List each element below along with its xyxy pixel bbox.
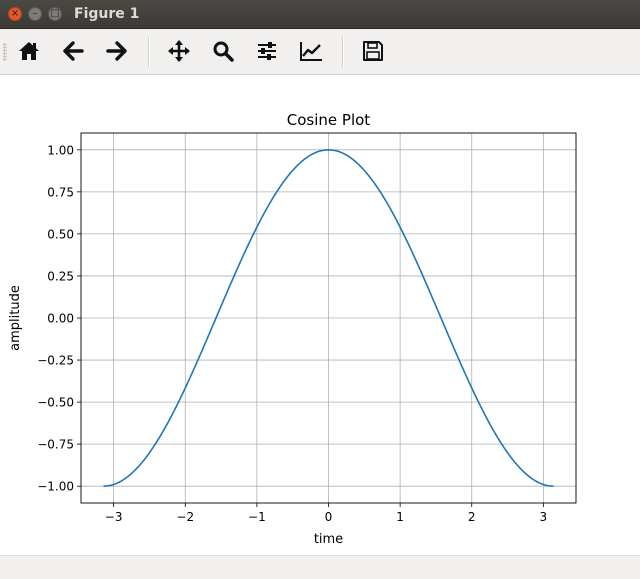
maximize-window-button[interactable]: □ — [48, 7, 62, 21]
navigation-toolbar — [0, 29, 640, 75]
x-tick-label: −1 — [248, 510, 266, 524]
x-tick-label: −3 — [105, 510, 123, 524]
y-tick-label: 0.25 — [47, 269, 74, 283]
arrow-left-icon — [63, 41, 84, 61]
x-tick-label: 1 — [396, 510, 404, 524]
save-button[interactable] — [356, 35, 390, 67]
sliders-icon — [258, 42, 276, 60]
x-axis-label: time — [314, 532, 343, 547]
grid — [81, 133, 576, 503]
status-bar — [0, 555, 640, 579]
y-tick-label: −0.75 — [37, 438, 74, 452]
subplots-button[interactable] — [250, 35, 284, 67]
x-tick-label: 2 — [468, 510, 476, 524]
ticks: −3 −2 −1 0 1 2 3 −1.00 −0.75 −0.50 −0.25 0.00 0.25 0.… — [37, 143, 547, 524]
forward-button[interactable] — [100, 35, 134, 67]
line-chart-icon — [300, 42, 322, 61]
x-tick-label: 0 — [325, 510, 333, 524]
maximize-icon: □ — [50, 8, 60, 19]
toolbar-separator — [148, 37, 150, 67]
y-tick-label: −1.00 — [37, 480, 74, 494]
minimize-window-button[interactable]: – — [28, 7, 42, 21]
home-button[interactable] — [12, 35, 46, 67]
x-tick-label: −2 — [176, 510, 194, 524]
floppy-disk-icon — [363, 41, 383, 61]
chart-title: Cosine Plot — [287, 111, 371, 129]
edit-axes-button[interactable] — [294, 35, 328, 67]
window-titlebar[interactable]: × – □ Figure 1 — [0, 0, 640, 29]
zoom-button[interactable] — [206, 35, 240, 67]
figure-canvas[interactable]: −3 −2 −1 0 1 2 3 −1.00 −0.75 −0.50 −0.25 0.00 0.25 0.… — [0, 75, 640, 555]
arrow-right-icon — [106, 41, 127, 61]
chart-svg: −3 −2 −1 0 1 2 3 −1.00 −0.75 −0.50 −0.25 0.00 0.25 0.… — [8, 111, 577, 547]
close-icon: × — [10, 8, 20, 19]
x-tick-label: 3 — [540, 510, 548, 524]
y-tick-label: −0.25 — [37, 354, 74, 368]
window-title: Figure 1 — [74, 6, 140, 22]
toolbar-separator — [342, 37, 344, 67]
y-tick-label: −0.50 — [37, 396, 74, 410]
y-axis-label: amplitude — [8, 285, 23, 351]
move-icon — [168, 40, 190, 62]
close-window-button[interactable]: × — [8, 7, 22, 21]
back-button[interactable] — [56, 35, 90, 67]
toolbar-grip[interactable] — [3, 43, 7, 61]
minimize-icon: – — [32, 8, 38, 19]
home-icon — [19, 42, 39, 60]
pan-button[interactable] — [162, 35, 196, 67]
y-tick-label: 0.50 — [47, 227, 74, 241]
y-tick-label: 1.00 — [47, 143, 74, 157]
y-tick-label: 0.75 — [47, 185, 74, 199]
y-tick-label: 0.00 — [47, 312, 74, 326]
series-line — [103, 149, 554, 487]
magnifier-icon — [213, 41, 234, 62]
